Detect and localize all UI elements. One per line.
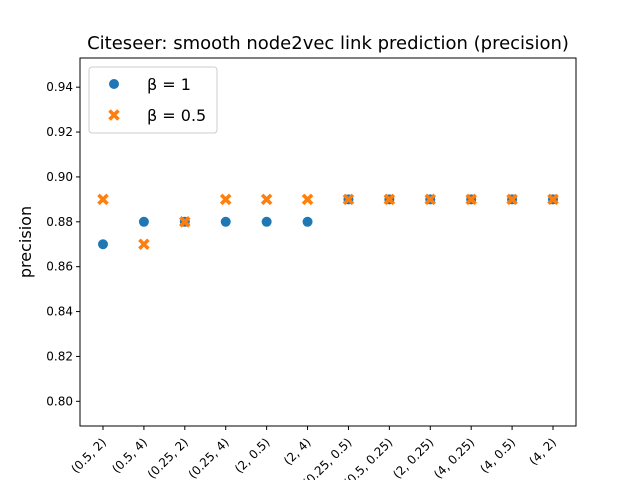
y-tick-label: 0.90 [46,170,73,184]
x-tick-label: (2, 0.25) [390,435,436,480]
series-2-point [506,193,518,206]
series-2-point [219,193,232,206]
plot-frame [79,57,577,427]
series-1-point [220,216,231,227]
chart-title: Citeseer: smooth node2vec link predictio… [87,33,569,54]
y-tick-label: 0.86 [46,260,73,274]
x-tick-label: (0.25, 4) [186,435,232,480]
x-tick-label: (4, 0.5) [477,435,518,476]
y-tick-label: 0.80 [46,394,73,408]
x-tick-label: (0.25, 2) [145,435,191,480]
series-1-point [261,216,272,227]
x-tick-label: (0.5, 4) [109,435,150,476]
legend: β = 1 β = 0.5 [88,66,218,134]
series-1-point [98,239,108,250]
y-tick-label: 0.84 [46,305,73,319]
series-2-point [138,238,150,251]
x-tick-label: (2, 0.5) [232,435,273,476]
series-2-point [383,193,396,206]
y-axis-label: precision [16,206,35,278]
series-2-point [301,193,314,206]
series-2-point [465,193,477,206]
data-points [97,193,559,251]
series-2-point [342,193,355,206]
legend-box [88,66,218,134]
x-ticks: (0.5, 2) (0.5, 4)(0.25, 2)(0.25, 4) (2, 0.… [68,426,559,480]
legend-label-2: β = 0.5 [147,106,206,125]
series-2-point [547,193,559,206]
series-2-point [179,216,191,228]
legend-marker-2 [108,109,120,121]
x-tick-label: (2, 4) [281,435,314,468]
y-tick-label: 0.82 [46,349,73,363]
y-tick-label: 0.88 [46,215,73,229]
series-2-point [260,193,273,206]
series-2-point [97,193,109,206]
series-1-point [138,216,149,227]
x-tick-label: (4, 2) [526,435,559,468]
series-2-point [424,193,437,206]
x-tick-label: (0.5, 2) [68,435,109,476]
series-1-point [302,216,313,227]
legend-marker-1 [109,79,119,89]
legend-label-1: β = 1 [147,75,191,94]
y-ticks: 0.80 0.82 0.84 0.86 0.88 0.90 0.92 0.94 [46,80,80,408]
y-tick-label: 0.94 [46,80,73,94]
x-tick-label: (4, 0.25) [431,435,477,480]
y-tick-label: 0.92 [46,125,73,139]
